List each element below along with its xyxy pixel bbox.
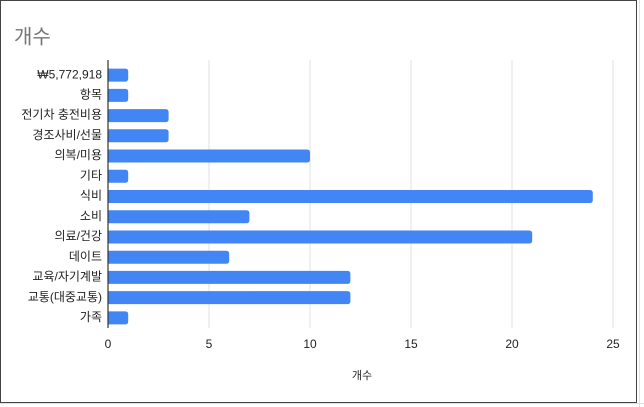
y-tick-label: 소비 — [80, 209, 102, 223]
bar — [108, 169, 129, 183]
bar — [108, 291, 351, 305]
y-tick-label: 경조사비/선물 — [32, 128, 102, 142]
x-tick-label: 25 — [606, 337, 620, 351]
bar — [108, 250, 230, 264]
y-tick-label: 데이트 — [69, 249, 102, 263]
y-tick-label: 의복/미용 — [55, 148, 103, 162]
x-tick-label: 15 — [404, 337, 418, 351]
y-tick-label: 교통(대중교통) — [28, 290, 102, 304]
x-tick-label: 20 — [505, 337, 519, 351]
bar — [108, 230, 533, 244]
bar — [108, 129, 169, 143]
bar — [108, 311, 129, 325]
x-tick-label: 0 — [105, 337, 112, 351]
y-tick-label: 전기차 충전비용 — [21, 108, 102, 122]
y-tick-label: 항목 — [80, 88, 102, 102]
x-axis-label: 개수 — [352, 369, 372, 382]
bar — [108, 149, 310, 163]
bar — [108, 190, 593, 203]
x-tick-label: 5 — [206, 337, 213, 351]
y-tick-label: ₩5,772,918 — [37, 67, 102, 81]
bar — [108, 68, 129, 82]
y-tick-label: 식비 — [80, 189, 102, 203]
y-tick-label: 교육/자기계발 — [32, 270, 102, 284]
y-tick-label: 기타 — [80, 168, 102, 182]
y-tick-label: 의료/건강 — [55, 229, 103, 243]
x-tick-label: 10 — [303, 337, 317, 351]
bar — [108, 210, 250, 224]
bar — [108, 109, 169, 123]
bar — [108, 88, 129, 102]
bar — [108, 270, 351, 284]
y-tick-label: 가족 — [80, 310, 102, 324]
chart-title: 개수 — [14, 25, 51, 48]
